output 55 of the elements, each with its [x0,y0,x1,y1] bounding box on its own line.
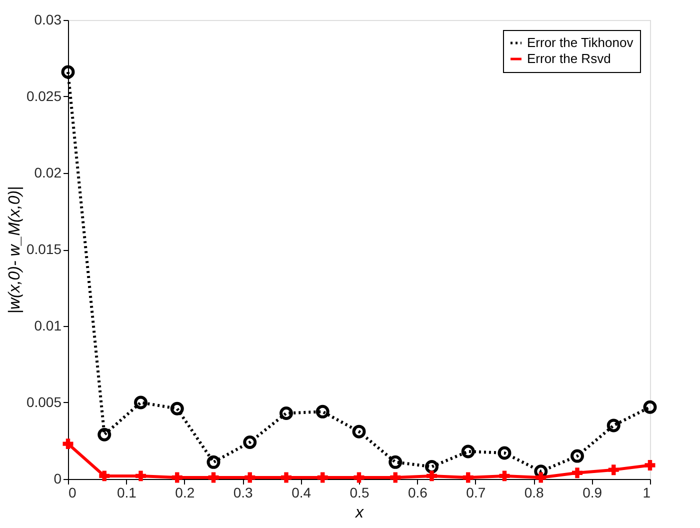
y-tick-label: 0 [54,470,62,486]
x-tick-label: 0.9 [582,484,602,500]
y-tick-label: 0.01 [34,318,62,334]
x-tick-label: 0.8 [524,484,544,500]
point [425,460,438,474]
point [536,472,546,483]
point [570,449,584,463]
point [281,472,292,483]
point [243,436,257,450]
x-tick-label: 0.7 [466,484,486,500]
point [61,65,75,79]
point [572,468,582,478]
point [317,472,328,483]
point [98,428,112,442]
x-tick-label: 0.5 [350,484,370,500]
x-tick-label: 1 [642,484,651,500]
y-tick-label: 0.03 [34,12,62,28]
x-axis-title: x [354,504,364,522]
point [461,444,475,458]
point [390,472,401,483]
x-tick-label: 0.4 [292,484,312,500]
y-axis-title: |w(x,0)- w_M(x,0)| [6,186,24,314]
point [172,472,182,483]
y-tick-label: 0.02 [34,164,62,180]
x-tick-label: 0 [68,484,76,500]
point [499,470,510,482]
x-tick-label: 0.1 [116,484,137,500]
point [99,470,110,482]
point [280,406,293,420]
point [498,446,512,460]
legend-label: Error the Rsvd [527,51,611,66]
legend-label: Error the Tikhonov [527,35,634,50]
point [208,472,219,483]
point [644,460,656,470]
point [426,470,437,482]
point [134,396,148,410]
point [206,455,220,469]
y-tick-label: 0.005 [26,394,62,410]
point [606,418,620,432]
y-tick-label: 0.025 [26,88,62,104]
point [462,472,474,483]
point [170,402,184,416]
point [352,424,366,438]
point [316,404,330,418]
point [244,472,256,483]
point [354,472,364,483]
point [62,438,74,450]
x-tick-label: 0.3 [233,484,254,500]
x-tick-label: 0.6 [408,484,428,500]
y-tick-label: 0.015 [26,241,62,257]
point [608,464,619,476]
x-tick-label: 0.2 [175,484,195,500]
point [388,455,402,469]
point [136,470,146,482]
point [643,400,657,414]
